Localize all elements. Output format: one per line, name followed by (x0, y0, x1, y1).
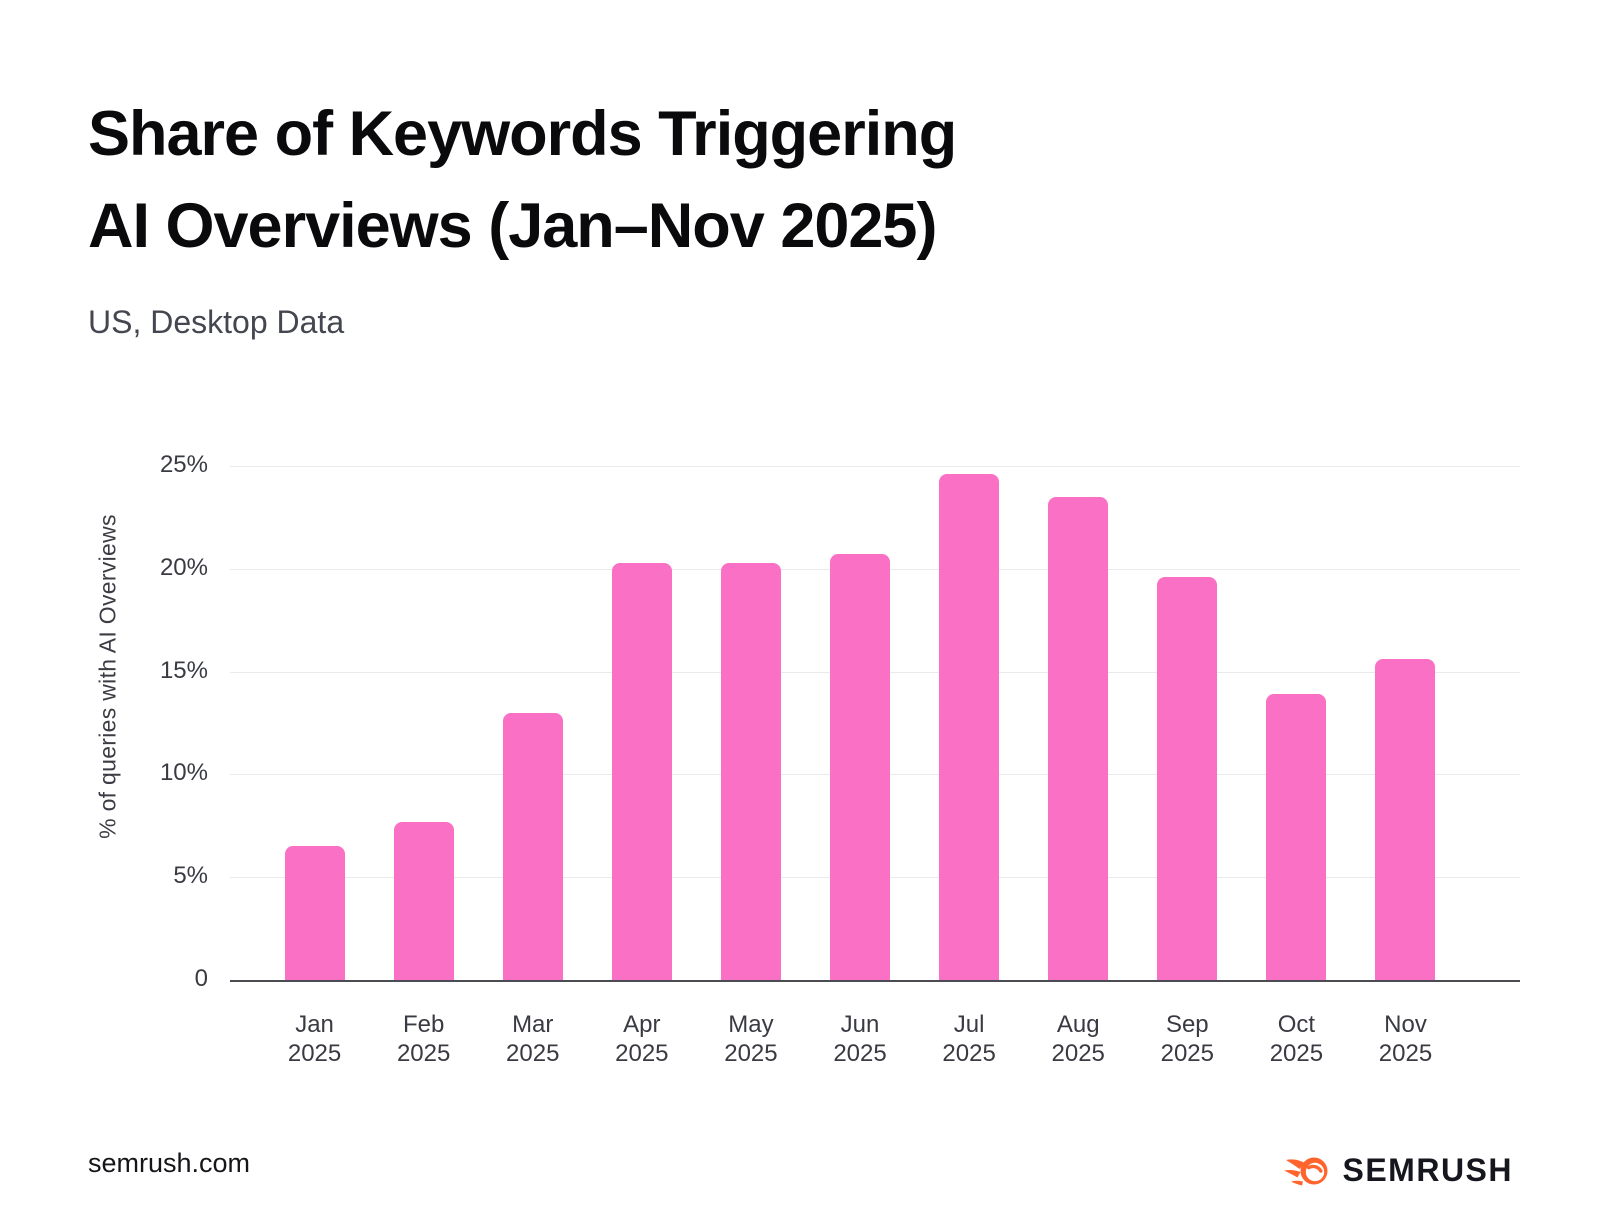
bar-jan-2025 (284, 846, 345, 980)
x-tick-label-aug: Aug 2025 (1051, 1011, 1105, 1067)
bar-apr-2025 (611, 562, 672, 980)
bar-slot-oct (1242, 466, 1351, 980)
bar-aug-2025 (1048, 496, 1109, 980)
y-tick-label: 15% (159, 656, 208, 684)
x-tick-label-oct: Oct 2025 (1269, 1011, 1324, 1067)
semrush-logo: SEMRUSH (1283, 1152, 1513, 1189)
x-tick-label-apr: Apr 2025 (615, 1011, 669, 1067)
bar-jun-2025 (830, 554, 891, 980)
semrush-flame-icon (1284, 1157, 1328, 1185)
bar-slot-nov (1351, 466, 1460, 980)
x-tick-label-sep: Sep 2025 (1160, 1011, 1214, 1067)
y-tick-label: 25% (159, 451, 208, 478)
x-tick-label-jul: Jul 2025 (942, 1011, 996, 1067)
bar-may-2025 (720, 562, 781, 980)
y-tick-label: 0 (194, 965, 208, 992)
bar-slot-aug (1024, 466, 1133, 980)
bar-slot-jan (260, 466, 369, 980)
chart-subtitle: US, Desktop Data (88, 304, 345, 340)
bar-slot-mar (478, 466, 587, 980)
bars-row (260, 466, 1460, 980)
bar-oct-2025 (1266, 694, 1327, 980)
bar-feb-2025 (393, 821, 454, 980)
x-tick-label-jan: Jan 2025 (287, 1011, 342, 1067)
bar-slot-feb (369, 466, 478, 980)
bar-nov-2025 (1375, 659, 1436, 980)
x-tick-label-may: May 2025 (724, 1011, 778, 1067)
semrush-logo-text: SEMRUSH (1342, 1152, 1513, 1188)
bar-sep-2025 (1157, 577, 1218, 980)
plot-area: 25% 20% 15% 10% 5% 0 Jan 2025 Feb 2025 Mar 2025 Apr… (160, 451, 1520, 1067)
x-tick-label-feb: Feb 2025 (396, 1011, 451, 1067)
bar-slot-apr (587, 466, 696, 980)
bar-slot-may (696, 466, 805, 980)
bar-slot-jul (915, 466, 1024, 980)
gridline-25% (230, 466, 1520, 467)
x-tick-label-nov: Nov 2025 (1378, 1011, 1433, 1067)
x-tick-label-mar: Mar 2025 (506, 1011, 560, 1067)
y-tick-label: 5% (173, 862, 208, 890)
y-tick-label: 10% (159, 759, 208, 787)
bar-slot-jun (805, 466, 914, 980)
chart-title: Share of Keywords Triggering AI Overview… (88, 99, 957, 261)
source-url: semrush.com (88, 1148, 251, 1178)
bar-slot-sep (1133, 466, 1242, 980)
x-axis-labels: Jan 2025 Feb 2025 Mar 2025 Apr 2025 May 2025 Jun 20… (260, 980, 1460, 1068)
x-tick-label-jun: Jun 2025 (833, 1011, 887, 1067)
bar-mar-2025 (502, 712, 563, 980)
y-tick-label: 20% (159, 553, 208, 581)
bar-jul-2025 (939, 474, 1000, 980)
